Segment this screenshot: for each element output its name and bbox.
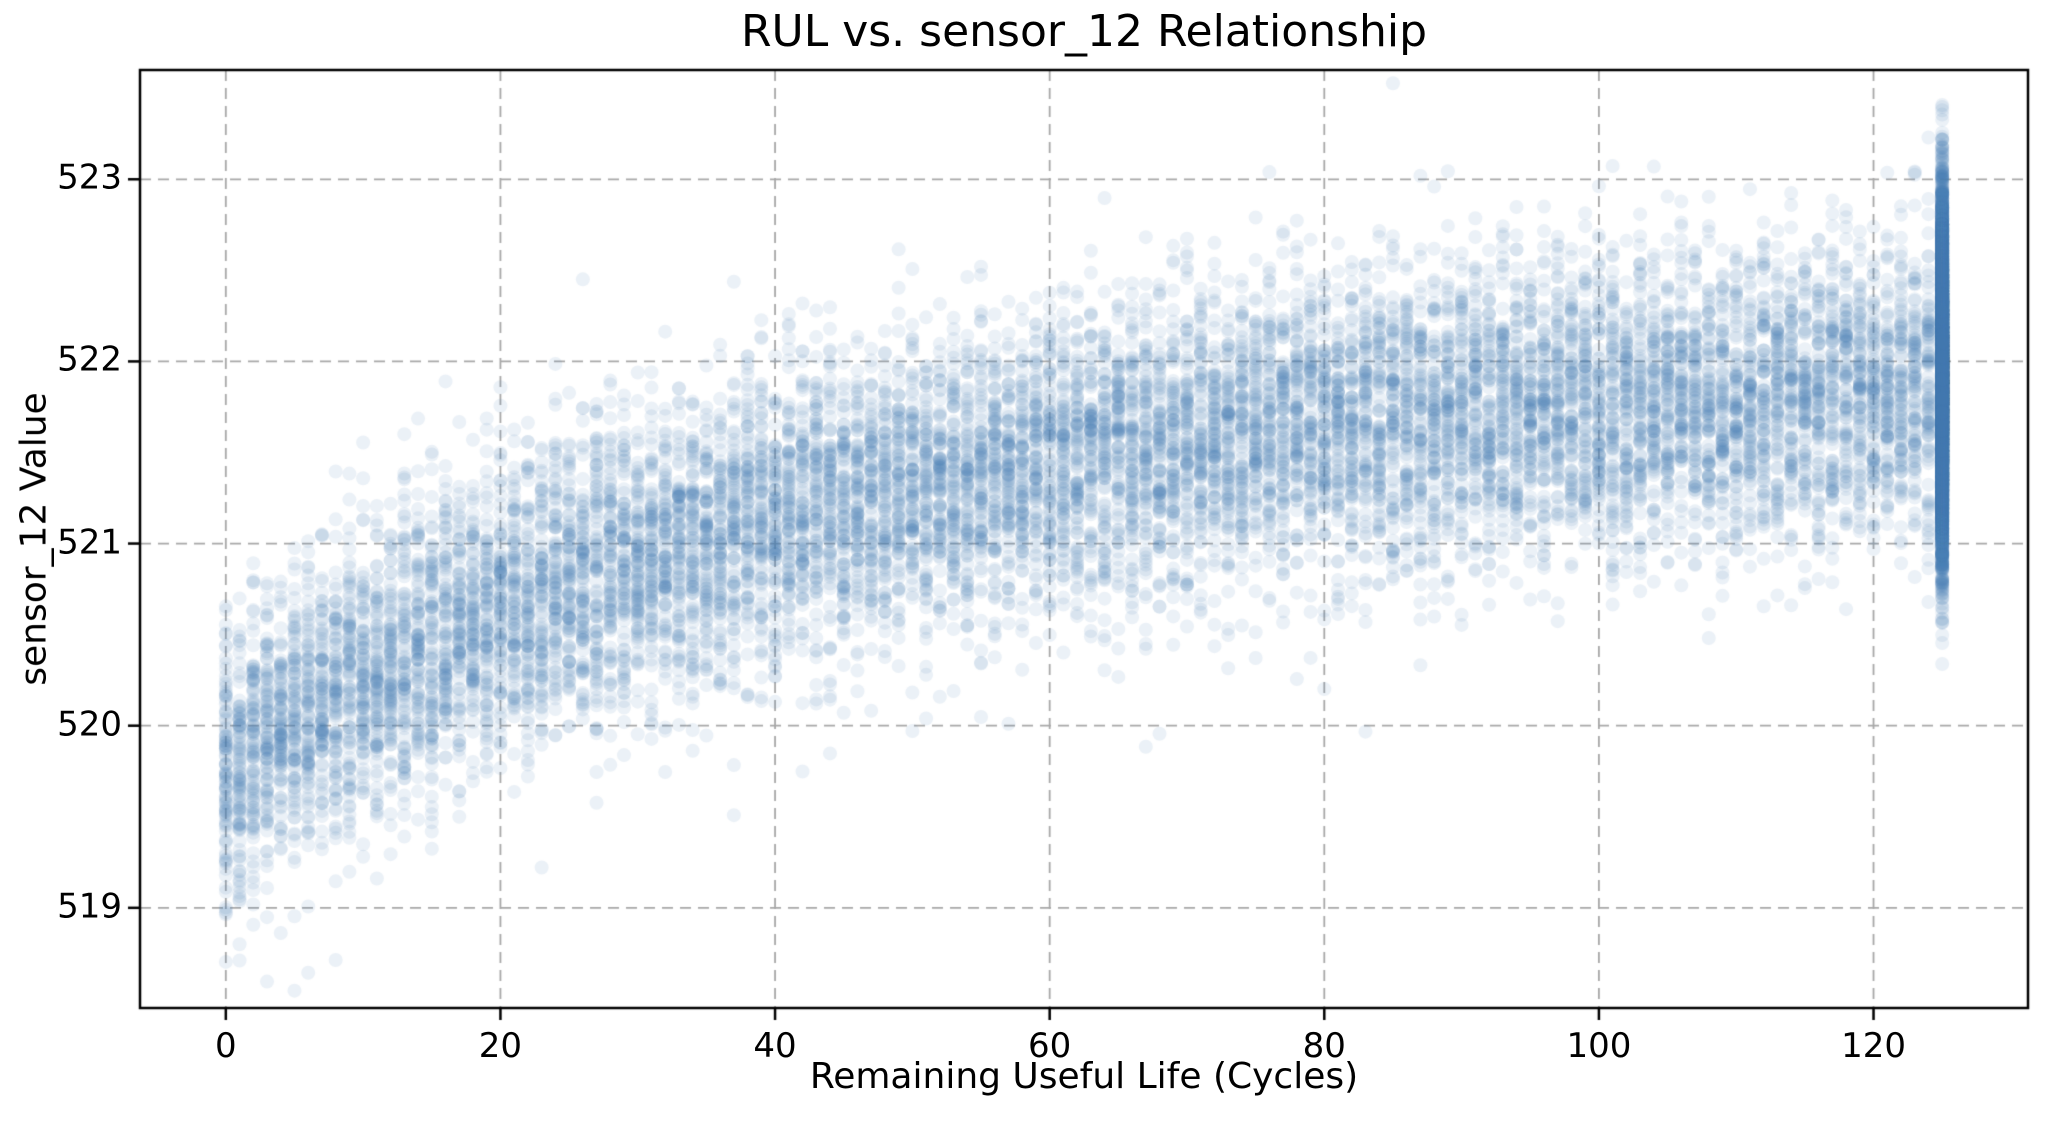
- x-tick-label: 60: [1028, 1026, 1072, 1066]
- x-axis-label: Remaining Useful Life (Cycles): [809, 1056, 1359, 1097]
- chart-title: RUL vs. sensor_12 Relationship: [740, 6, 1428, 57]
- x-tick-label: 120: [1841, 1026, 1906, 1066]
- y-tick-label: 522: [57, 339, 122, 380]
- x-tick-label: 100: [1566, 1026, 1632, 1066]
- x-tick-label: 40: [753, 1026, 797, 1066]
- y-tick-label: 519: [57, 886, 122, 927]
- y-tick-label: 521: [57, 521, 122, 562]
- y-axis-label: sensor_12 Value: [13, 392, 55, 686]
- x-tick-label: 80: [1302, 1026, 1346, 1066]
- y-tick-label: 520: [57, 704, 122, 745]
- y-tick-label: 523: [57, 157, 122, 198]
- x-tick-label: 20: [478, 1026, 523, 1066]
- x-tick-label: 0: [214, 1026, 237, 1066]
